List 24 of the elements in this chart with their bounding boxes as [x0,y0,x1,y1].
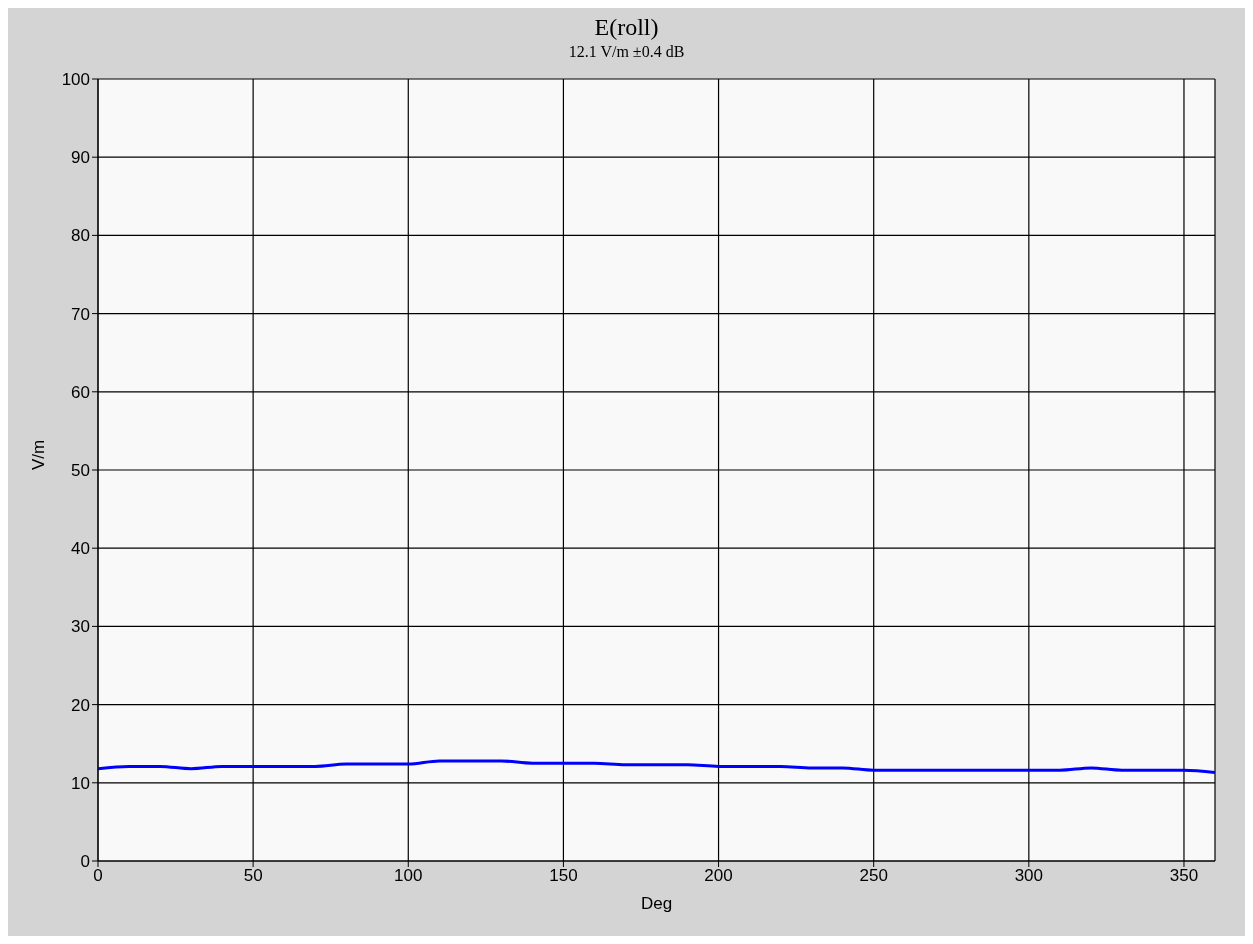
line-series [98,759,1215,775]
y-tick-label: 90 [71,148,90,168]
y-tick-label: 20 [71,695,90,715]
x-tick-label: 200 [704,866,733,886]
x-tick-label: 150 [549,866,578,886]
chart-title: E(roll) [593,13,660,41]
y-tick-label: 50 [71,461,90,481]
x-tick-label: 0 [93,866,103,886]
x-axis-title: Deg [640,894,673,913]
y-tick-label: 60 [71,382,90,402]
y-tick-label: 100 [61,70,90,90]
y-tick-label: 70 [71,304,90,324]
y-tick-label: 80 [71,226,90,246]
y-tick-label: 40 [71,539,90,559]
y-tick-label: 0 [80,852,90,872]
x-tick-label: 100 [394,866,423,886]
x-tick-label: 50 [243,866,263,886]
y-axis-title: V/m [29,439,49,470]
y-tick-label: 30 [71,617,90,637]
x-tick-label: 250 [859,866,888,886]
x-tick-label: 300 [1014,866,1044,886]
chart-subtitle: 12.1 V/m ±0.4 dB [567,43,686,61]
y-tick-label: 10 [71,773,90,793]
x-tick-label: 350 [1169,866,1199,886]
